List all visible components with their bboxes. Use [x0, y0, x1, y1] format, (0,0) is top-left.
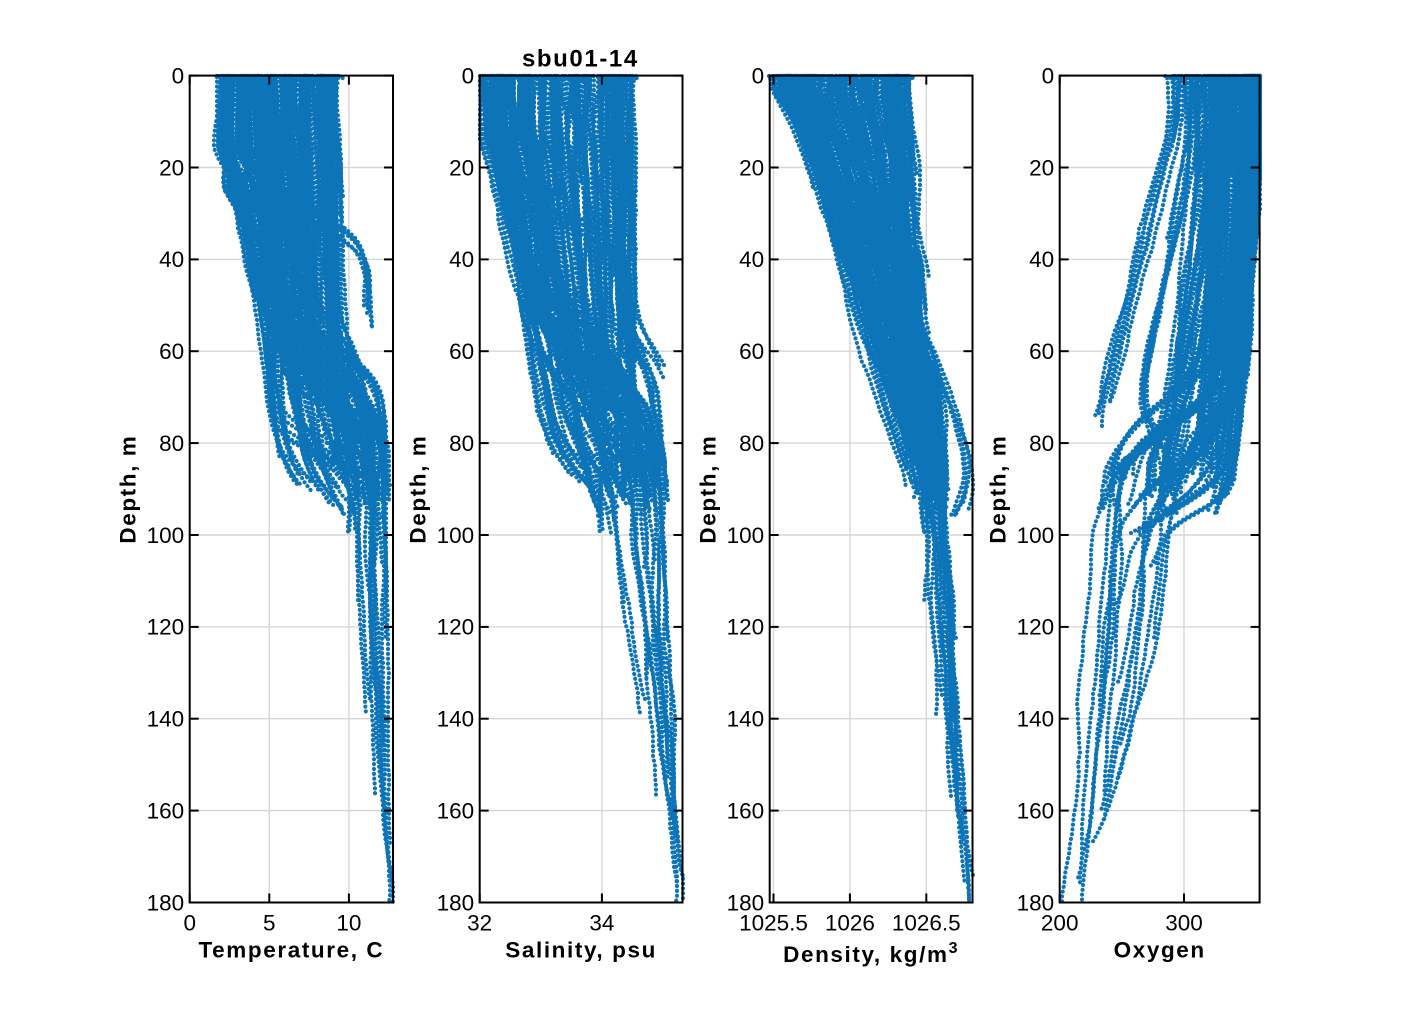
svg-text:180: 180	[437, 890, 475, 915]
svg-text:1025.5: 1025.5	[739, 911, 808, 936]
svg-text:60: 60	[739, 339, 764, 364]
svg-text:40: 40	[449, 247, 474, 272]
svg-text:0: 0	[1042, 63, 1055, 88]
svg-text:Salinity, psu: Salinity, psu	[505, 938, 657, 963]
svg-text:80: 80	[1029, 431, 1054, 456]
svg-text:Depth, m: Depth, m	[116, 435, 141, 544]
svg-text:40: 40	[739, 247, 764, 272]
svg-text:40: 40	[159, 247, 184, 272]
svg-text:160: 160	[147, 798, 185, 823]
svg-text:60: 60	[1029, 339, 1054, 364]
svg-text:0: 0	[183, 911, 196, 936]
svg-text:Oxygen: Oxygen	[1114, 938, 1206, 963]
svg-text:Depth, m: Depth, m	[406, 435, 431, 544]
svg-text:100: 100	[727, 523, 765, 548]
svg-text:120: 120	[727, 615, 765, 640]
svg-text:80: 80	[159, 431, 184, 456]
svg-text:140: 140	[727, 707, 765, 732]
svg-text:140: 140	[147, 707, 185, 732]
svg-text:0: 0	[752, 63, 765, 88]
svg-text:0: 0	[462, 63, 475, 88]
svg-text:120: 120	[1017, 615, 1055, 640]
svg-text:180: 180	[727, 890, 765, 915]
svg-text:100: 100	[1017, 523, 1055, 548]
svg-text:60: 60	[159, 339, 184, 364]
svg-text:300: 300	[1165, 911, 1203, 936]
svg-text:140: 140	[1017, 707, 1055, 732]
svg-text:40: 40	[1029, 247, 1054, 272]
svg-text:Temperature, C: Temperature, C	[199, 938, 385, 963]
svg-text:120: 120	[437, 615, 475, 640]
svg-text:0: 0	[172, 63, 185, 88]
svg-text:200: 200	[1041, 911, 1079, 936]
svg-text:180: 180	[147, 890, 185, 915]
svg-text:120: 120	[147, 615, 185, 640]
svg-text:60: 60	[449, 339, 474, 364]
svg-text:10: 10	[336, 911, 361, 936]
svg-text:20: 20	[1029, 155, 1054, 180]
svg-text:Density, kg/m3: Density, kg/m3	[783, 940, 959, 967]
svg-text:160: 160	[437, 798, 475, 823]
svg-text:20: 20	[449, 155, 474, 180]
svg-text:Depth, m: Depth, m	[696, 435, 721, 544]
svg-text:100: 100	[437, 523, 475, 548]
svg-text:34: 34	[589, 911, 614, 936]
svg-text:100: 100	[147, 523, 185, 548]
svg-text:20: 20	[159, 155, 184, 180]
svg-text:1026.5: 1026.5	[892, 911, 961, 936]
svg-text:5: 5	[263, 911, 276, 936]
svg-text:160: 160	[1017, 798, 1055, 823]
svg-text:Depth, m: Depth, m	[986, 435, 1011, 544]
svg-text:160: 160	[727, 798, 765, 823]
svg-text:80: 80	[739, 431, 764, 456]
svg-text:sbu01-14: sbu01-14	[522, 46, 639, 73]
svg-text:80: 80	[449, 431, 474, 456]
svg-text:32: 32	[467, 911, 492, 936]
svg-text:180: 180	[1017, 890, 1055, 915]
svg-text:1026: 1026	[825, 911, 875, 936]
svg-text:140: 140	[437, 707, 475, 732]
svg-text:20: 20	[739, 155, 764, 180]
